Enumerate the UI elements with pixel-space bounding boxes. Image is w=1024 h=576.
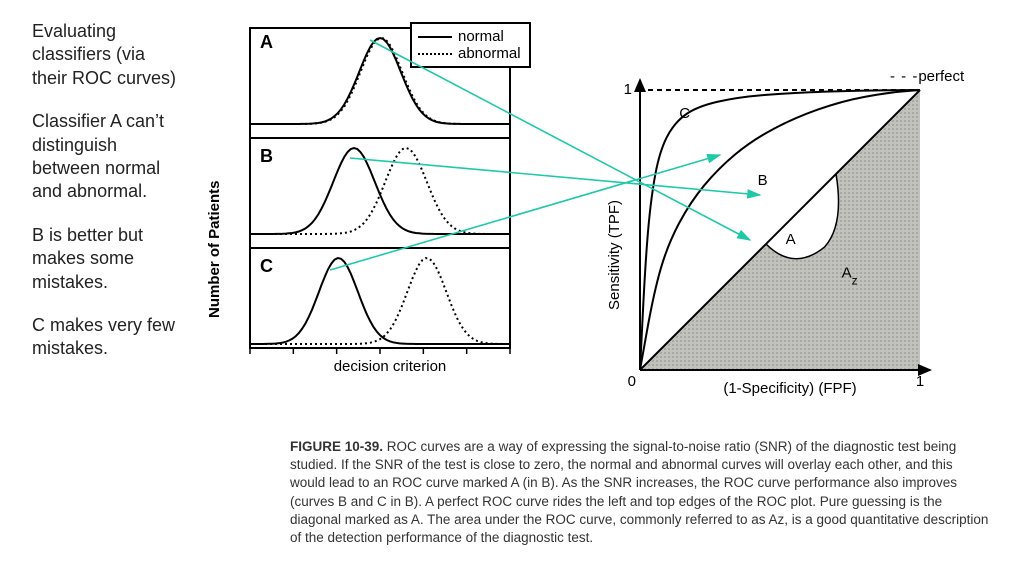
legend-label-abnormal: abnormal <box>458 45 521 62</box>
desc-p3: B is better but makes some mistakes. <box>32 224 182 294</box>
dist-legend: normal abnormal <box>410 22 531 68</box>
perfect-label-text: perfect <box>918 68 964 85</box>
desc-p2: Classifier A can’t distinguish between n… <box>32 110 182 204</box>
figure-caption: FIGURE 10-39. ROC curves are a way of ex… <box>290 438 990 547</box>
panel-letter-C: C <box>260 256 273 277</box>
panel-letter-B: B <box>260 146 273 167</box>
desc-p4: C makes very few mistakes. <box>32 314 182 361</box>
svg-text:C: C <box>679 105 690 122</box>
distribution-svg <box>210 18 560 378</box>
roc-x-axis-label: (1-Specificity) (FPF) <box>660 380 920 397</box>
dist-x-axis-label: decision criterion <box>290 358 490 375</box>
figure-label: FIGURE 10-39. <box>290 439 383 454</box>
roc-svg: 011ABCAz <box>580 60 980 400</box>
svg-text:1: 1 <box>624 81 632 98</box>
svg-text:0: 0 <box>628 373 636 390</box>
perfect-label: - - -perfect <box>890 68 964 85</box>
legend-label-normal: normal <box>458 28 504 45</box>
panel-letter-A: A <box>260 32 273 53</box>
roc-panel: - - -perfect Sensitivity (TPF) 011ABCAz … <box>580 60 980 410</box>
caption-body: ROC curves are a way of expressing the s… <box>290 439 988 545</box>
legend-row-abnormal: abnormal <box>418 45 521 62</box>
distribution-panel: Number of Patients decision criterion no… <box>210 18 560 408</box>
svg-text:A: A <box>786 231 796 248</box>
desc-p1: Evaluating classifiers (via their ROC cu… <box>32 20 182 90</box>
legend-row-normal: normal <box>418 28 521 45</box>
svg-text:B: B <box>758 172 768 189</box>
description-block: Evaluating classifiers (via their ROC cu… <box>32 20 182 381</box>
roc-y-axis-label: Sensitivity (TPF) <box>606 200 623 310</box>
legend-swatch-abnormal <box>418 53 452 55</box>
legend-swatch-normal <box>418 36 452 38</box>
dist-y-axis-label: Number of Patients <box>206 180 223 318</box>
